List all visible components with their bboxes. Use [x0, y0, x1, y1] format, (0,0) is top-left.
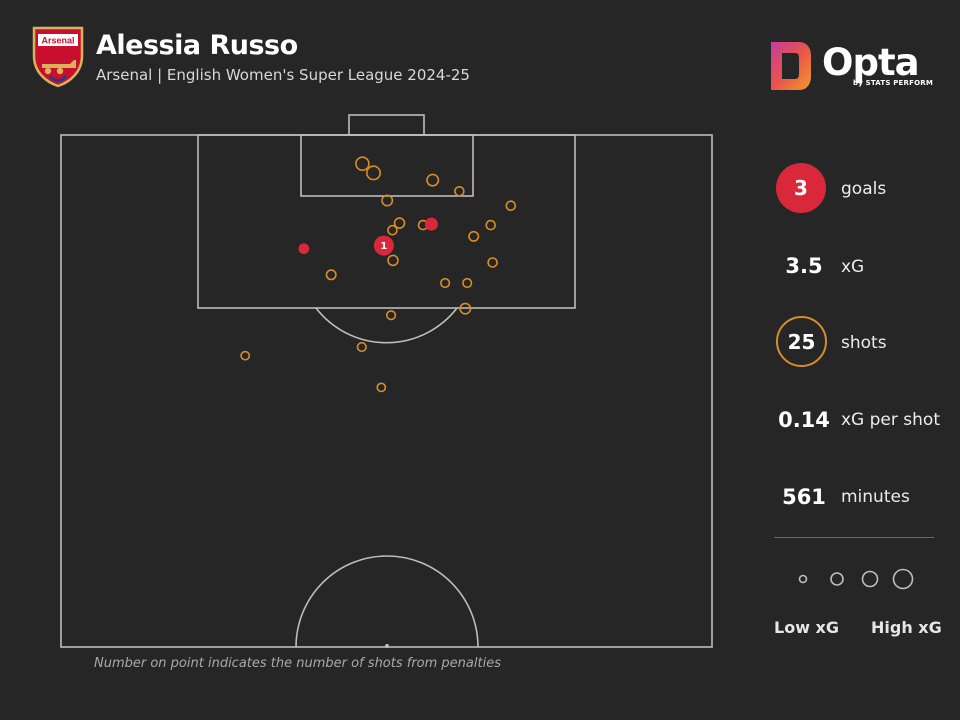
- stats-divider: [774, 537, 934, 538]
- shot-point: [462, 277, 473, 289]
- legend-circle-s: [830, 572, 844, 586]
- legend-circle-l: [892, 568, 914, 590]
- shot-point: [365, 165, 381, 181]
- xg-per-shot-label: xG per shot: [841, 410, 940, 430]
- shots-value: 25: [776, 316, 827, 367]
- goal-point: [373, 235, 394, 256]
- six-yard-box: [300, 134, 474, 197]
- xg-per-shot-value: 0.14: [778, 408, 830, 432]
- shot-point: [387, 224, 398, 236]
- shot-point: [440, 277, 451, 289]
- shot-point: [355, 156, 370, 171]
- shot-point: [356, 341, 367, 353]
- stat-goals: 3 goals: [770, 162, 950, 218]
- shot-point: [426, 173, 440, 187]
- footnote: Number on point indicates the number of …: [94, 656, 501, 671]
- shot-point: [381, 194, 394, 207]
- opta-mark-icon: [771, 42, 811, 90]
- legend-low-label: Low xG: [774, 618, 839, 637]
- centre-circle: [295, 555, 479, 648]
- club-badge-text: Arsenal: [41, 36, 74, 46]
- pitch-outline: [60, 134, 713, 648]
- shots-label: shots: [841, 333, 887, 353]
- stat-shots: 25 shots: [770, 315, 950, 371]
- shot-point: [485, 219, 497, 231]
- goals-value: 3: [776, 163, 826, 213]
- penalty-count-label: 1: [380, 241, 387, 252]
- subtitle: Arsenal | English Women's Super League 2…: [96, 66, 470, 84]
- xg-label: xG: [841, 257, 865, 277]
- legend-circle-xs: [798, 574, 808, 584]
- legend-circle-m: [861, 570, 879, 588]
- shot-point: [459, 302, 472, 315]
- shot-point: [393, 217, 406, 229]
- shot-point: [386, 310, 397, 321]
- xg-value: 3.5: [785, 254, 823, 278]
- shot-point: [325, 269, 337, 281]
- goal-point: [298, 243, 310, 255]
- stat-minutes: 561 minutes: [770, 470, 950, 526]
- opta-logo: Opta by STATS PERFORM: [765, 36, 935, 96]
- club-badge: Arsenal: [30, 26, 86, 88]
- goals-label: goals: [841, 179, 887, 199]
- opta-wordmark: Opta: [822, 41, 920, 84]
- shot-point: [505, 200, 517, 211]
- shot-point: [387, 254, 399, 267]
- centre-spot: [385, 644, 389, 648]
- legend-high-label: High xG: [871, 618, 942, 637]
- shot-point: [240, 350, 251, 361]
- stat-xg: 3.5 xG: [770, 240, 950, 296]
- minutes-value: 561: [782, 485, 826, 509]
- xg-size-legend: [798, 568, 914, 590]
- minutes-label: minutes: [841, 487, 910, 507]
- shot-point: [376, 382, 387, 393]
- goal-point: [424, 217, 438, 231]
- player-name: Alessia Russo: [96, 30, 298, 61]
- stat-xg-per-shot: 0.14 xG per shot: [770, 394, 950, 450]
- penalty-arc: [315, 307, 458, 344]
- opta-subtext: by STATS PERFORM: [853, 79, 934, 87]
- shot-point: [454, 186, 465, 197]
- goal: [348, 114, 425, 136]
- penalty-box: [197, 134, 576, 309]
- shot-point: [468, 230, 480, 242]
- shot-point: [487, 257, 498, 268]
